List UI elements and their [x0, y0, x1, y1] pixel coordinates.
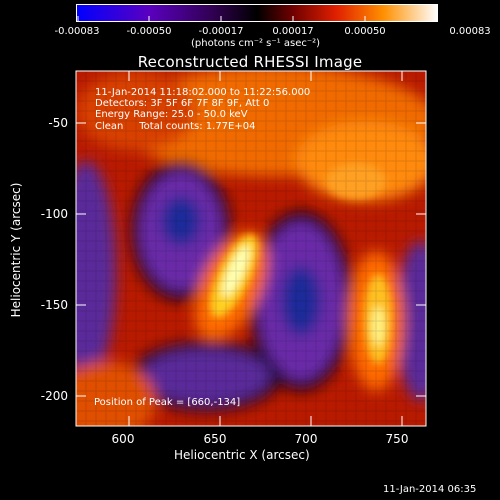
y-tick-label: -50	[48, 116, 68, 130]
detectors: Detectors: 3F 5F 6F 7F 8F 9F, Att 0	[95, 98, 270, 110]
generation-timestamp: 11-Jan-2014 06:35	[383, 484, 477, 495]
colorbar-tick-label: -0.00017	[198, 26, 244, 37]
algorithm-counts: Clean Total counts: 1.77E+04	[95, 120, 256, 132]
x-tick-label: 600	[111, 432, 135, 446]
y-tick-label: -150	[40, 298, 68, 312]
colorbar-tick-label: 0.00083	[449, 26, 491, 37]
y-axis-label: Heliocentric Y (arcsec)	[9, 182, 23, 318]
rhessi-image	[76, 71, 426, 426]
y-tick-label: -200	[40, 389, 68, 403]
x-axis-label: Heliocentric X (arcsec)	[174, 448, 310, 462]
colorbar-tick-label: 0.00017	[272, 26, 314, 37]
observation-info: 11-Jan-2014 11:18:02.000 to 11:22:56.000…	[95, 87, 310, 132]
x-tick-label: 700	[294, 432, 318, 446]
y-tick-label: -100	[40, 207, 68, 221]
heatmap-canvas	[76, 71, 426, 426]
image-title: Reconstructed RHESSI Image	[137, 53, 363, 71]
time-range: 11-Jan-2014 11:18:02.000 to 11:22:56.000	[95, 87, 311, 98]
x-tick-label: 650	[203, 432, 227, 446]
energy-range: Energy Range: 25.0 - 50.0 keV	[95, 109, 248, 121]
colorbar-tick-label: -0.00083	[54, 26, 100, 37]
colorbar-tick-label: 0.00050	[344, 26, 386, 37]
x-tick-label: 750	[385, 432, 409, 446]
plot-frame	[75, 70, 427, 427]
peak-position: Position of Peak = [660,-134]	[94, 397, 241, 408]
colorbar-tick-label: -0.00050	[126, 26, 172, 37]
colorbar-unit-label: (photons cm⁻² s⁻¹ asec⁻²)	[191, 38, 321, 49]
colorbar	[76, 4, 438, 22]
